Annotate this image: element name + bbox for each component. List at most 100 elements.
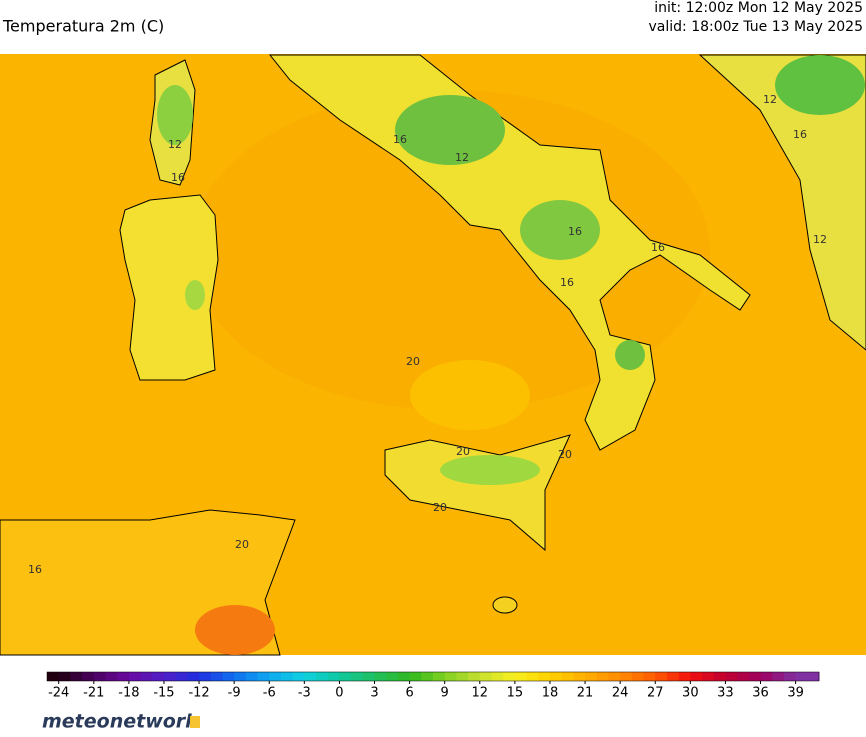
colorbar-label: -15 bbox=[153, 686, 174, 701]
color-swatch bbox=[351, 672, 364, 681]
color-swatch bbox=[152, 672, 165, 681]
color-swatch bbox=[70, 672, 83, 681]
colorbar: -24 -21 -18 -15 -12 -9 -6 -3 0 3 6 9 12 15 18 21 24 27 30 3… bbox=[46, 671, 820, 701]
sardinia bbox=[119, 194, 219, 381]
colorbar-label: -21 bbox=[83, 686, 104, 701]
contour-label: 16 bbox=[793, 128, 807, 141]
colorbar-label: -12 bbox=[188, 686, 209, 701]
color-swatch bbox=[491, 672, 504, 681]
color-swatch bbox=[737, 672, 750, 681]
color-swatch bbox=[444, 672, 457, 681]
shade bbox=[410, 360, 530, 430]
color-swatch bbox=[456, 672, 469, 681]
balkans bbox=[698, 54, 866, 351]
color-swatch bbox=[783, 672, 797, 681]
contour-label: 12 bbox=[455, 151, 469, 164]
colorbar-label: 30 bbox=[682, 686, 699, 701]
map bbox=[0, 54, 866, 656]
color-swatch bbox=[222, 672, 235, 681]
color-swatch bbox=[666, 672, 680, 681]
color-swatch bbox=[538, 672, 551, 681]
color-swatch bbox=[245, 672, 259, 681]
colorbar-label: 33 bbox=[717, 686, 734, 701]
color-swatch bbox=[397, 672, 411, 681]
color-swatch bbox=[561, 672, 574, 681]
valid-time: valid: 18:00z Tue 13 May 2025 bbox=[649, 19, 864, 35]
color-swatch bbox=[608, 672, 621, 681]
color-swatch bbox=[772, 672, 785, 681]
green-area bbox=[775, 55, 865, 115]
color-swatch bbox=[117, 672, 130, 681]
color-swatch bbox=[58, 672, 71, 681]
color-swatch bbox=[702, 672, 715, 681]
contour-label: 12 bbox=[763, 93, 777, 106]
color-swatch bbox=[339, 672, 352, 681]
color-swatch bbox=[468, 672, 481, 681]
colorbar-label: 9 bbox=[441, 686, 449, 701]
hot-area bbox=[195, 605, 275, 655]
contour-label: 16 bbox=[393, 133, 407, 146]
color-swatch bbox=[163, 672, 177, 681]
init-time: init: 12:00z Mon 12 May 2025 bbox=[654, 0, 863, 16]
green-area bbox=[520, 200, 600, 260]
color-swatch bbox=[585, 672, 598, 681]
color-swatch bbox=[128, 672, 142, 681]
color-swatch bbox=[327, 672, 340, 681]
green-area bbox=[157, 85, 193, 145]
color-swatch bbox=[549, 672, 563, 681]
color-swatch bbox=[573, 672, 586, 681]
color-swatch bbox=[93, 672, 106, 681]
color-swatch bbox=[199, 672, 212, 681]
color-swatch bbox=[292, 672, 305, 681]
colorbar-label: 39 bbox=[787, 686, 804, 701]
color-swatch bbox=[82, 672, 95, 681]
color-swatch bbox=[257, 672, 270, 681]
color-swatch bbox=[433, 672, 446, 681]
color-swatch bbox=[386, 672, 399, 681]
logo-square bbox=[190, 716, 200, 728]
colorbar-label: 18 bbox=[542, 686, 559, 701]
color-swatch bbox=[269, 672, 282, 681]
contour-label: 16 bbox=[171, 171, 185, 184]
color-swatch bbox=[596, 672, 609, 681]
colorbar-label: 12 bbox=[472, 686, 489, 701]
logo: meteonetwork bbox=[42, 711, 199, 733]
color-swatch bbox=[514, 672, 528, 681]
color-swatch bbox=[47, 672, 60, 681]
contour-label: 20 bbox=[558, 448, 572, 461]
color-swatch bbox=[140, 672, 153, 681]
color-swatch bbox=[409, 672, 422, 681]
color-swatch bbox=[187, 672, 200, 681]
colorbar-label: 21 bbox=[577, 686, 594, 701]
contour-labels: 12 16 16 12 16 16 12 16 20 20 20 20 16 16 12 20 bbox=[28, 93, 827, 576]
colorbar-label: 3 bbox=[370, 686, 378, 701]
contour-label: 16 bbox=[560, 276, 574, 289]
contour-label: 20 bbox=[235, 538, 249, 551]
color-swatch bbox=[795, 672, 808, 681]
colorbar-label: 15 bbox=[507, 686, 524, 701]
contour-label: 20 bbox=[433, 501, 447, 514]
colorbar-label: -24 bbox=[48, 686, 69, 701]
green-area bbox=[395, 95, 505, 165]
color-swatch bbox=[175, 672, 188, 681]
color-swatch bbox=[690, 672, 703, 681]
colorbar-label: -9 bbox=[228, 686, 241, 701]
color-swatch bbox=[655, 672, 668, 681]
contour-label: 16 bbox=[28, 563, 42, 576]
colorbar-frame bbox=[46, 671, 820, 682]
color-swatch bbox=[643, 672, 656, 681]
color-swatch bbox=[760, 672, 773, 681]
colorbar-label: 6 bbox=[405, 686, 413, 701]
color-swatch bbox=[479, 672, 492, 681]
color-swatch bbox=[526, 672, 539, 681]
island bbox=[492, 596, 518, 614]
colorbar-label: 27 bbox=[647, 686, 664, 701]
color-swatch bbox=[210, 672, 223, 681]
colorbar-label: 24 bbox=[612, 686, 629, 701]
contour-label: 12 bbox=[168, 138, 182, 151]
title: Temperatura 2m (C) bbox=[2, 17, 164, 36]
color-swatch bbox=[105, 672, 118, 681]
colorbar-label: -18 bbox=[118, 686, 139, 701]
colorbar-label: 36 bbox=[752, 686, 769, 701]
